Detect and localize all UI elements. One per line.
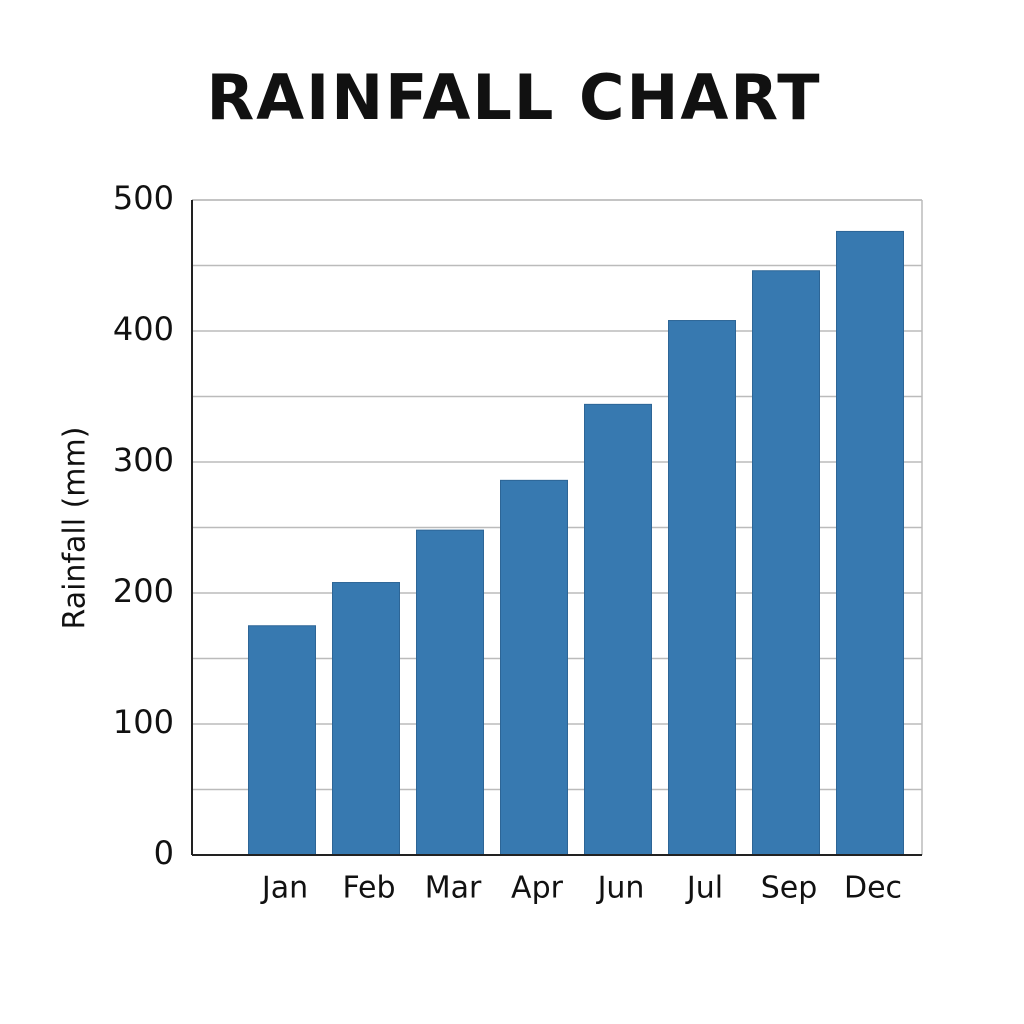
bar bbox=[416, 529, 484, 856]
bar bbox=[584, 403, 652, 856]
x-tick-label: Apr bbox=[511, 871, 564, 906]
x-tick-label: Mar bbox=[425, 871, 482, 906]
y-axis-label: Rainfall (mm) bbox=[58, 427, 93, 630]
chart-title: RAINFALL CHART bbox=[206, 61, 821, 134]
y-tick-label: 100 bbox=[113, 703, 174, 741]
x-tick-label: Jul bbox=[685, 871, 723, 906]
bar bbox=[836, 230, 904, 856]
x-tick-label: Feb bbox=[342, 871, 395, 906]
x-tick-label: Jun bbox=[596, 871, 645, 906]
bar bbox=[500, 479, 568, 856]
bar bbox=[332, 582, 400, 856]
y-tick-label: 0 bbox=[154, 834, 174, 872]
bar bbox=[248, 625, 316, 856]
x-tick-label: Sep bbox=[761, 871, 818, 906]
bar bbox=[668, 320, 736, 856]
bar bbox=[752, 270, 820, 856]
y-tick-label: 500 bbox=[113, 179, 174, 217]
y-tick-label: 300 bbox=[113, 441, 174, 479]
y-tick-label: 400 bbox=[113, 310, 174, 348]
x-tick-label: Jan bbox=[260, 871, 308, 906]
y-tick-label: 200 bbox=[113, 572, 174, 610]
x-tick-label: Dec bbox=[844, 871, 902, 906]
